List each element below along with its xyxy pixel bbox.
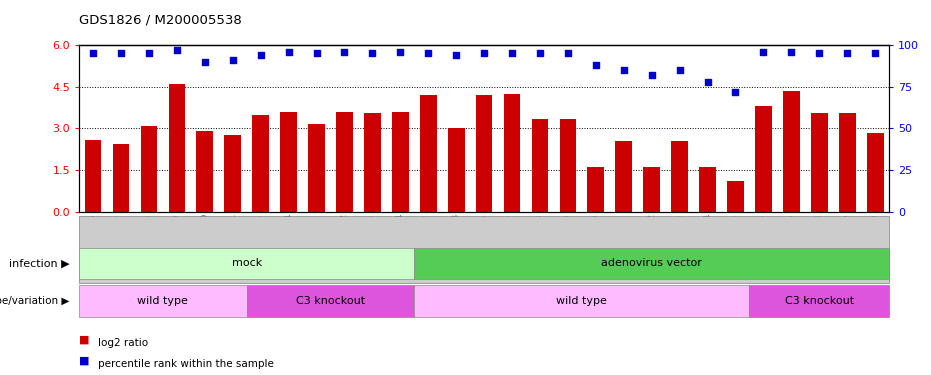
Bar — [643, 167, 660, 212]
Bar — [392, 112, 409, 212]
Bar — [727, 181, 744, 212]
Point — [644, 72, 659, 78]
Bar — [308, 124, 325, 212]
Point — [533, 50, 547, 56]
Bar — [280, 112, 297, 212]
Bar — [448, 128, 465, 212]
Point — [840, 50, 855, 56]
Point — [588, 62, 603, 68]
Point — [868, 50, 883, 56]
Point — [114, 50, 128, 56]
Point — [505, 50, 519, 56]
Bar — [420, 95, 437, 212]
Point — [253, 52, 268, 58]
Bar — [141, 126, 157, 212]
Point — [449, 52, 464, 58]
Bar — [560, 119, 576, 212]
Text: wild type: wild type — [557, 296, 607, 306]
Text: C3 knockout: C3 knockout — [296, 296, 365, 306]
Point — [477, 50, 492, 56]
Bar — [783, 91, 800, 212]
Point — [728, 89, 743, 95]
Bar — [671, 141, 688, 212]
Bar — [587, 167, 604, 212]
Bar — [811, 113, 828, 212]
Text: genotype/variation ▶: genotype/variation ▶ — [0, 296, 70, 306]
Bar — [755, 106, 772, 212]
Bar — [169, 84, 185, 212]
Point — [197, 58, 212, 64]
Point — [86, 50, 101, 56]
Bar — [476, 95, 492, 212]
Point — [393, 49, 408, 55]
Point — [672, 67, 687, 73]
Point — [560, 50, 575, 56]
Bar — [196, 131, 213, 212]
Point — [169, 47, 184, 53]
Bar — [504, 94, 520, 212]
Bar — [113, 144, 129, 212]
Point — [337, 49, 352, 55]
Text: adenovirus vector: adenovirus vector — [601, 258, 702, 268]
Point — [756, 49, 771, 55]
Point — [616, 67, 631, 73]
Point — [365, 50, 380, 56]
Bar — [615, 141, 632, 212]
Text: GDS1826 / M200005538: GDS1826 / M200005538 — [79, 13, 242, 26]
Bar — [867, 133, 884, 212]
Text: infection ▶: infection ▶ — [9, 258, 70, 268]
Bar — [85, 140, 101, 212]
Point — [309, 50, 324, 56]
Bar — [532, 119, 548, 212]
Bar — [699, 167, 716, 212]
Text: C3 knockout: C3 knockout — [785, 296, 854, 306]
Point — [421, 50, 436, 56]
Bar — [252, 114, 269, 212]
Text: ■: ■ — [79, 356, 89, 366]
Bar — [839, 113, 856, 212]
Text: mock: mock — [232, 258, 262, 268]
Bar — [336, 112, 353, 212]
Text: ■: ■ — [79, 335, 89, 345]
Text: percentile rank within the sample: percentile rank within the sample — [98, 359, 274, 369]
Point — [225, 57, 240, 63]
Bar — [224, 135, 241, 212]
Point — [700, 79, 715, 85]
Point — [142, 50, 156, 56]
Point — [281, 49, 296, 55]
Text: wild type: wild type — [138, 296, 188, 306]
Point — [784, 49, 799, 55]
Text: log2 ratio: log2 ratio — [98, 338, 148, 348]
Bar — [364, 113, 381, 212]
Point — [812, 50, 827, 56]
